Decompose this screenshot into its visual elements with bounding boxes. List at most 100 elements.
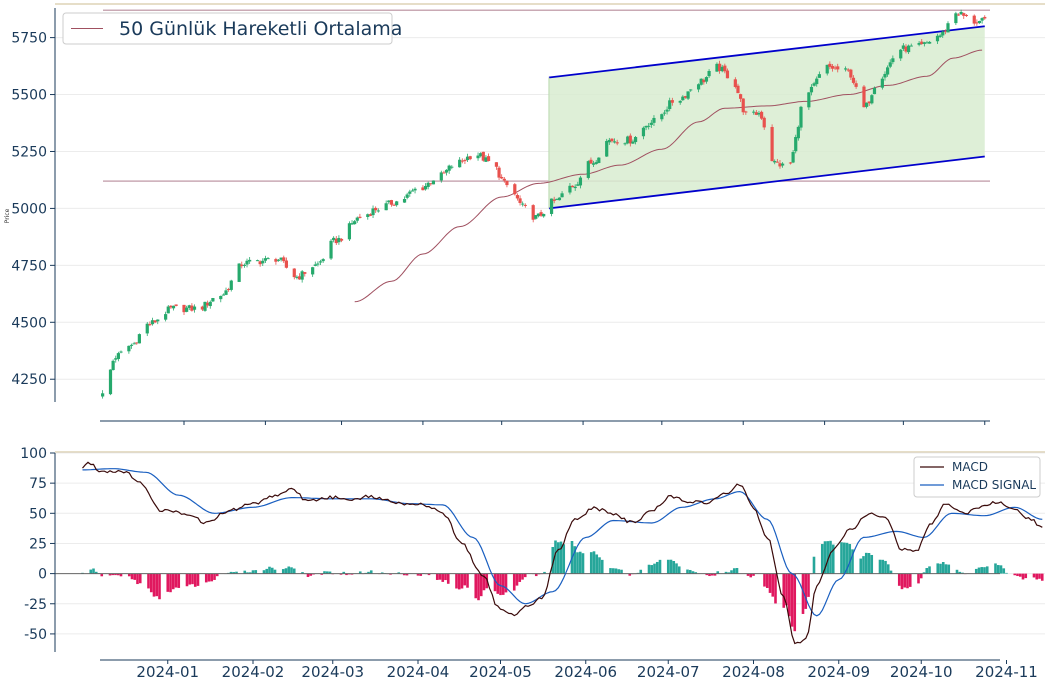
macd-histogram-bar	[658, 559, 662, 574]
macd-histogram-bar	[284, 568, 288, 574]
candle-body	[707, 70, 711, 77]
candle-body	[699, 78, 703, 85]
candle-body	[872, 87, 877, 95]
macd-histogram-bar	[666, 559, 670, 574]
macd-legend: MACD MACD SIGNAL	[913, 456, 1041, 498]
candle-body	[589, 159, 593, 164]
macd-histogram-bar	[127, 573, 131, 577]
candle-body	[150, 320, 155, 325]
candle-body	[148, 324, 152, 326]
macd-histogram-bar	[455, 573, 458, 589]
macd-histogram-bar	[578, 551, 582, 574]
macd-histogram-bar	[917, 573, 920, 584]
candle-body	[282, 257, 286, 262]
candle-body	[481, 151, 485, 161]
macd-histogram-bar	[402, 573, 406, 576]
macd-histogram-bar	[694, 572, 698, 574]
macd-y-tick-label: 25	[29, 536, 47, 552]
macd-histogram-bar	[477, 573, 480, 601]
macd-histogram-bar	[897, 573, 901, 586]
macd-y-tick-label: 75	[29, 476, 47, 492]
candle-body	[426, 182, 430, 187]
candle-body	[980, 18, 984, 21]
candle-body	[560, 193, 564, 198]
macd-histogram-bar	[273, 569, 277, 574]
candle-body	[410, 190, 415, 192]
candle-body	[431, 180, 436, 185]
candle-body	[865, 102, 869, 107]
macd-histogram-bar	[864, 552, 868, 574]
candle-body	[339, 238, 344, 241]
candle-body	[442, 172, 446, 174]
candle-body	[303, 272, 307, 274]
candle-body	[206, 302, 210, 306]
macd-histogram-bar	[466, 573, 469, 588]
candle-body	[421, 187, 425, 191]
macd-histogram-bar	[380, 572, 384, 574]
candle-body	[240, 264, 244, 267]
price-channel	[548, 25, 985, 210]
candle-body	[135, 342, 139, 344]
candle-body	[702, 79, 706, 83]
candle-body	[208, 301, 212, 307]
macd-histogram-bar	[573, 546, 577, 574]
macd-histogram-bar	[867, 553, 871, 574]
macd-histogram-bar	[350, 573, 354, 575]
macd-histogram-bar	[196, 573, 200, 586]
macd-histogram-bar	[232, 572, 236, 574]
macd-histogram-bar	[562, 544, 566, 574]
candle-body	[429, 183, 433, 185]
candle-body	[423, 185, 428, 190]
macd-histogram-bar	[438, 573, 442, 580]
candle-body	[248, 259, 252, 262]
macd-histogram-bar	[655, 561, 659, 574]
macd-histogram-bar	[669, 559, 673, 574]
macd-histogram-bar	[501, 573, 505, 595]
candle-body	[899, 49, 903, 59]
candle-body	[521, 203, 525, 205]
macd-histogram-bar	[840, 542, 843, 574]
macd-histogram-bar	[518, 573, 522, 582]
candle-body	[678, 100, 682, 103]
candle-body	[736, 85, 740, 94]
candle-body	[817, 74, 821, 78]
macd-histogram-bar	[908, 573, 912, 587]
candle-body	[938, 35, 942, 37]
candle-body	[534, 215, 538, 219]
candle-body	[237, 263, 241, 282]
macd-histogram-bar	[248, 572, 252, 574]
macd-histogram-bar	[246, 572, 249, 574]
candle-body	[662, 112, 667, 114]
candle-body	[796, 126, 800, 139]
macd-legend-signal-label: MACD SIGNAL	[952, 478, 1036, 492]
candle-body	[925, 42, 929, 44]
candle-body	[515, 195, 520, 199]
candle-body	[465, 156, 470, 161]
macd-histogram-bar	[974, 568, 978, 574]
macd-histogram-bar	[771, 573, 775, 597]
candle-body	[166, 306, 170, 314]
candle-body	[633, 137, 638, 143]
macd-histogram-bar	[881, 559, 885, 574]
candle-body	[221, 294, 225, 296]
price-y-tick-label: 4750	[11, 258, 47, 274]
macd-histogram-bar	[732, 568, 736, 574]
candle-body	[497, 167, 501, 178]
macd-histogram-bar	[677, 566, 681, 574]
macd-histogram-bar	[801, 573, 805, 614]
candle-body	[513, 184, 517, 195]
candle-body	[744, 111, 748, 113]
macd-x-tick-label: 2024-01	[136, 663, 199, 681]
candle-body	[190, 305, 194, 311]
macd-histogram-bar	[906, 573, 909, 589]
macd-histogram-bar	[463, 573, 467, 586]
macd-histogram-bar	[1005, 572, 1008, 574]
candle-body	[570, 185, 575, 188]
price-y-tick-label: 5750	[11, 31, 47, 47]
candle-body	[757, 112, 761, 115]
macd-histogram-bar	[765, 573, 769, 588]
macd-histogram-bar	[831, 544, 835, 574]
candle-body	[255, 260, 260, 262]
price-y-tick-label: 5250	[11, 144, 47, 160]
macd-histogram-bar	[1018, 573, 1022, 577]
